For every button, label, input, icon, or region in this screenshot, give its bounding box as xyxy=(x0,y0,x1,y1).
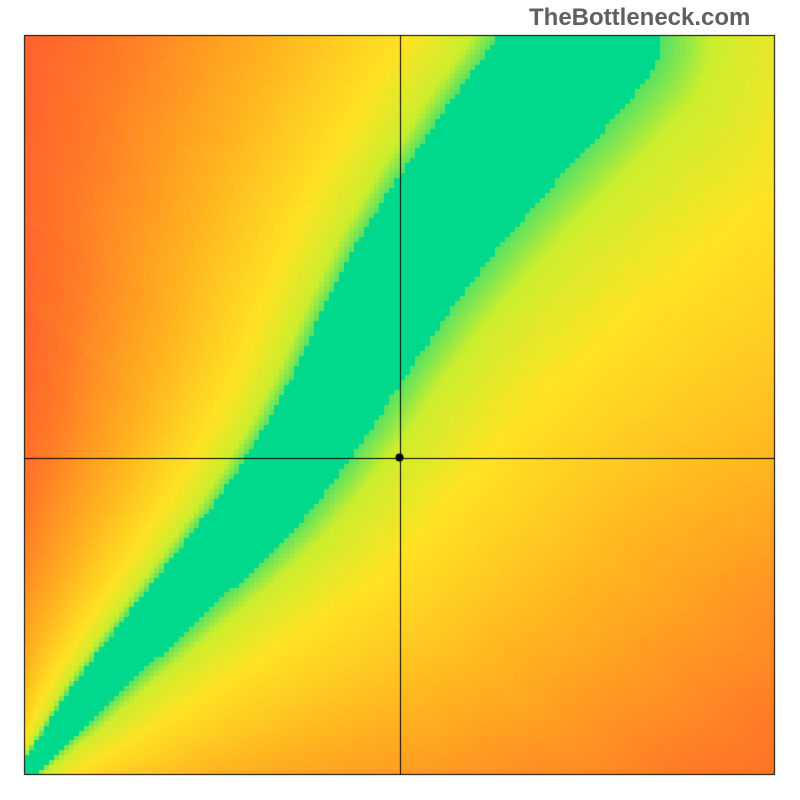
watermark-text: TheBottleneck.com xyxy=(529,4,750,32)
heatmap-canvas xyxy=(0,0,800,800)
chart-container: { "watermark": { "text": "TheBottleneck.… xyxy=(0,0,800,800)
